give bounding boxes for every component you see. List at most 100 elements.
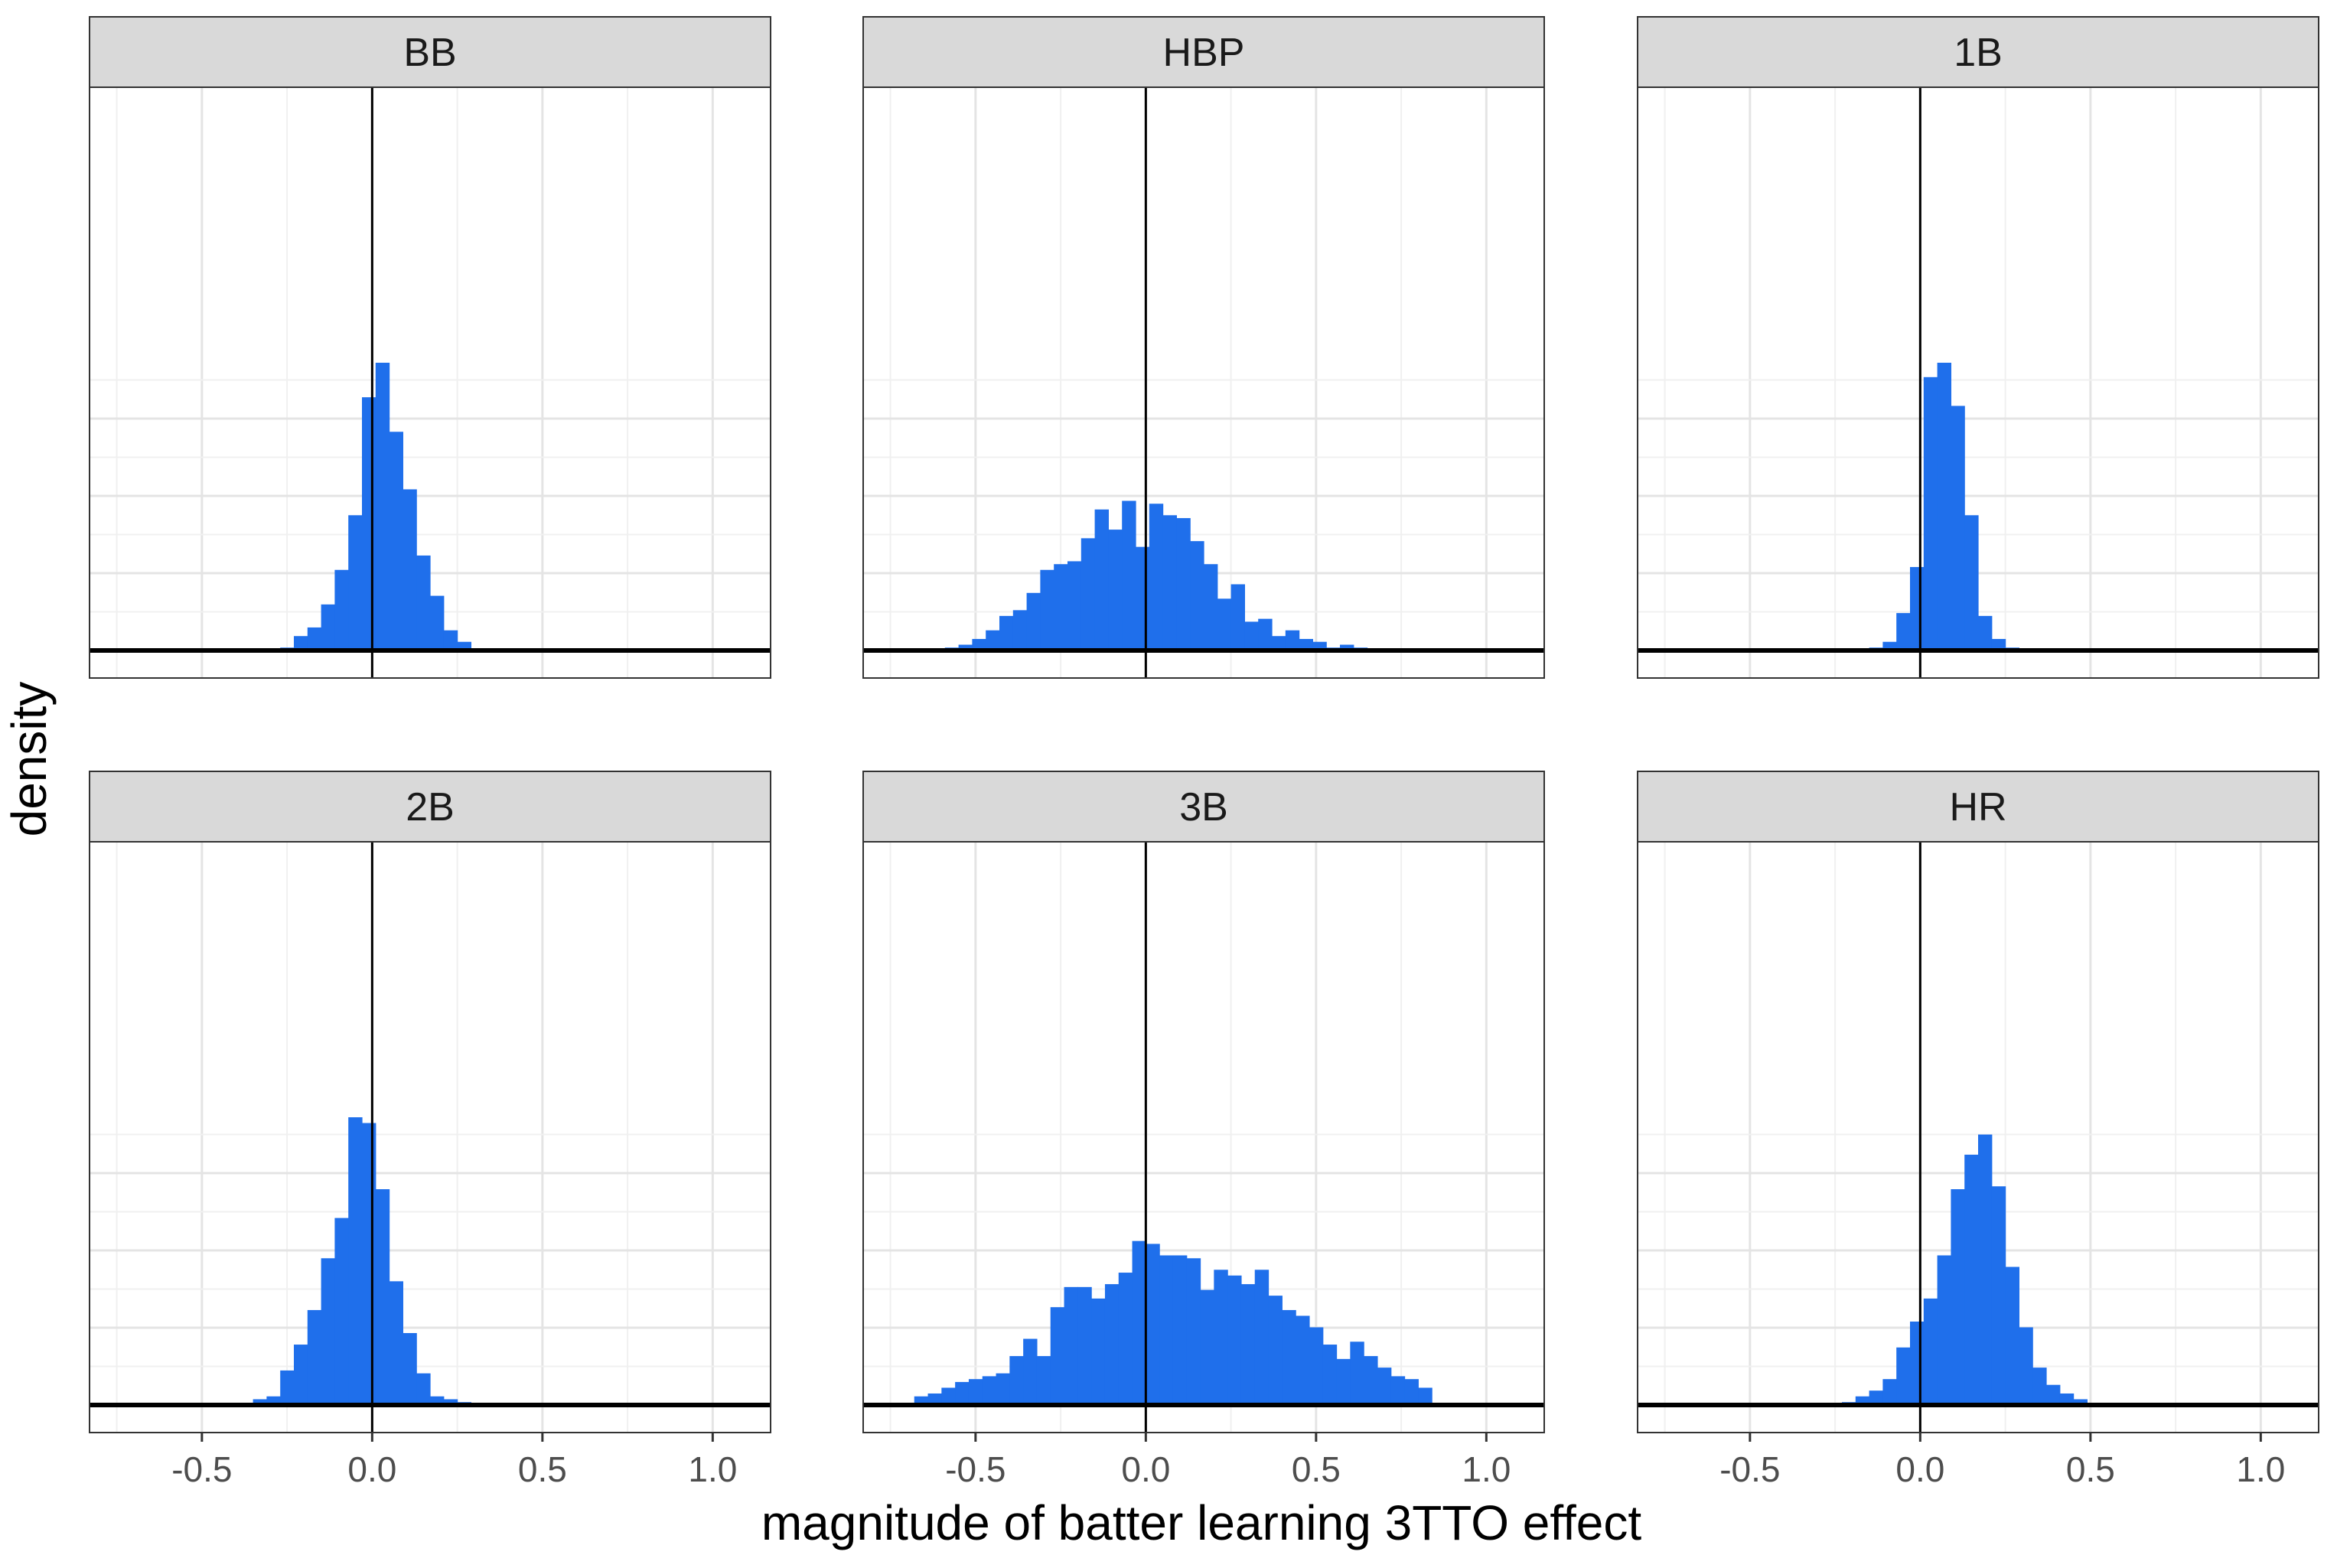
histogram-bar xyxy=(2032,1368,2047,1405)
histogram-bar xyxy=(1322,1345,1338,1405)
histogram-bar xyxy=(1910,566,1925,650)
histogram-bar xyxy=(1923,377,1938,650)
y-axis-title: density xyxy=(2,682,57,837)
histogram-bar xyxy=(1896,1347,1911,1405)
histogram-bar xyxy=(1040,569,1054,650)
histogram-bar xyxy=(375,363,390,650)
histogram-bar xyxy=(1910,1321,1925,1405)
histogram-bar xyxy=(1272,636,1286,650)
histogram-bar xyxy=(1869,1390,1883,1405)
histogram-bar xyxy=(1336,1358,1351,1405)
histogram-bar xyxy=(1108,530,1123,650)
histogram-bar xyxy=(914,1396,929,1405)
histogram-bar xyxy=(1258,618,1273,650)
histogram-bar xyxy=(1991,638,2006,650)
x-tick-label: 0.0 xyxy=(1121,1449,1170,1489)
histogram-bar xyxy=(1404,1379,1419,1405)
histogram-bar xyxy=(389,432,403,650)
histogram-bar xyxy=(1978,1134,1993,1405)
histogram-bar xyxy=(1937,1255,1951,1405)
panel-background xyxy=(90,842,771,1433)
x-tick-label: 1.0 xyxy=(2236,1449,2285,1489)
histogram-bar xyxy=(1026,592,1041,650)
x-tick-label: 0.0 xyxy=(347,1449,396,1489)
histogram-bar xyxy=(1254,1270,1270,1405)
histogram-bar xyxy=(403,489,417,650)
facet-panel-hbp: HBP xyxy=(862,16,1545,679)
histogram-bar xyxy=(1390,1376,1406,1405)
histogram-bar xyxy=(1299,638,1313,650)
histogram-bar xyxy=(253,1399,267,1405)
histogram-bar xyxy=(1285,630,1300,650)
histogram-bar xyxy=(1951,406,1965,650)
x-axis-title: magnitude of batter learning 3TTO effect xyxy=(761,1495,1642,1550)
histogram-bar xyxy=(2059,1393,2075,1405)
histogram-bar xyxy=(1377,1368,1392,1405)
histogram-bar xyxy=(1136,546,1150,650)
histogram-bar xyxy=(955,1381,970,1405)
histogram-bar xyxy=(416,1373,431,1405)
facet-panel-3b: 3B xyxy=(862,771,1545,1433)
facet-strip-label: 2B xyxy=(406,785,455,830)
histogram-bar xyxy=(266,1396,281,1405)
histogram-bar xyxy=(334,1218,349,1405)
facet-panel-bb: BB xyxy=(89,16,771,679)
histogram-bar xyxy=(1214,1270,1228,1405)
histogram-bar xyxy=(1309,1327,1324,1405)
histogram-bar xyxy=(1186,1258,1201,1405)
histogram-bar xyxy=(1217,598,1232,650)
panel-border xyxy=(89,841,771,1433)
histogram-bar xyxy=(362,1123,376,1405)
histogram-bar xyxy=(1149,504,1164,650)
facet-strip-label: BB xyxy=(403,31,456,75)
x-axis-tick-labels: -0.5 0.0 0.5 1.0 -0.5 0.0 0.5 1.0 -0.5 0.0 0.5 1.0 xyxy=(171,1433,2285,1489)
histogram-bar xyxy=(1122,500,1136,650)
histogram-bar xyxy=(1230,584,1245,650)
histogram-bar xyxy=(1855,1396,1870,1405)
facet-strip-label: HR xyxy=(1949,785,2006,830)
histogram-bar xyxy=(307,1309,322,1405)
x-tick-label: 0.5 xyxy=(2066,1449,2115,1489)
histogram-bar xyxy=(362,397,376,650)
facet-panel-2b: 2B xyxy=(89,771,771,1433)
histogram-bar xyxy=(1159,1255,1174,1405)
histogram-bar xyxy=(1009,1356,1024,1405)
histogram-bar xyxy=(1204,564,1218,650)
histogram-bar xyxy=(1312,641,1327,650)
panel-border xyxy=(89,86,771,679)
histogram-bar xyxy=(986,630,1000,650)
histogram-bar xyxy=(996,1373,1010,1405)
histogram-bar xyxy=(375,1189,390,1405)
histogram-bar xyxy=(1964,1154,1979,1405)
histogram-bar xyxy=(1882,641,1897,650)
histogram-bar xyxy=(1023,1338,1038,1405)
histogram-bar xyxy=(1364,1356,1378,1405)
histogram-bar xyxy=(1190,541,1204,650)
histogram-bar xyxy=(321,604,335,650)
histogram-bar xyxy=(1964,515,1979,650)
histogram-bar xyxy=(1200,1289,1214,1405)
histogram-bar xyxy=(1146,1244,1160,1405)
facet-panels: BB HBP 1B 2B 3B HR xyxy=(89,16,2319,1433)
histogram-bar xyxy=(1937,363,1951,650)
facet-strip xyxy=(89,16,771,88)
x-tick-label: 1.0 xyxy=(1462,1449,1511,1489)
histogram-bar xyxy=(1172,1255,1188,1405)
histogram-bar xyxy=(1896,613,1911,650)
panel-border xyxy=(862,841,1545,1433)
x-tick-label: 0.0 xyxy=(1895,1449,1944,1489)
histogram-bar xyxy=(280,1370,295,1405)
histogram-bar xyxy=(968,1379,983,1405)
histogram-bar xyxy=(294,1345,308,1405)
facet-strip xyxy=(862,771,1545,843)
histogram-bar xyxy=(443,1399,458,1405)
histogram-bar xyxy=(443,630,458,650)
panel-border xyxy=(1637,841,2319,1433)
histogram-bar xyxy=(941,1387,956,1405)
facet-strip-label: 3B xyxy=(1179,785,1228,830)
histogram-bar xyxy=(1067,561,1082,650)
histogram-bar xyxy=(1118,1273,1133,1405)
x-tick-label: -0.5 xyxy=(1719,1449,1780,1489)
histogram-bar xyxy=(1104,1284,1120,1405)
